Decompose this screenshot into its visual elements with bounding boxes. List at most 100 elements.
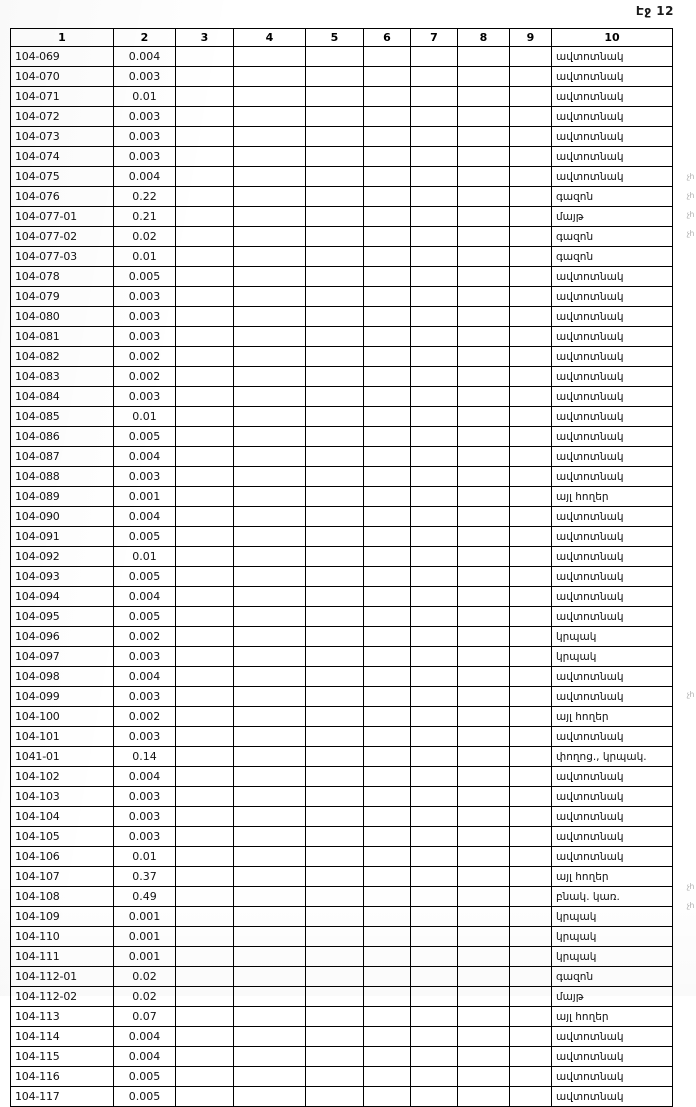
cell-empty-col9 — [509, 1006, 552, 1027]
cell-land-use-description: ավտոտնակ — [551, 726, 673, 747]
table-row: 104-097 0.003 կրպակ — [10, 646, 673, 667]
cell-empty-col9 — [509, 186, 552, 207]
cell-empty-col3 — [175, 786, 234, 807]
cell-empty-col5 — [305, 226, 364, 247]
cell-empty-col4 — [233, 966, 306, 987]
cell-parcel-code: 104-108 — [10, 886, 114, 907]
cell-area-value: 0.004 — [113, 666, 176, 687]
cell-parcel-code: 104-077-03 — [10, 246, 114, 267]
cell-empty-col6 — [363, 226, 411, 247]
cell-empty-col8 — [457, 146, 510, 167]
cell-empty-col4 — [233, 626, 306, 647]
cell-empty-col4 — [233, 846, 306, 867]
cell-empty-col8 — [457, 846, 510, 867]
cell-area-value: 0.003 — [113, 646, 176, 667]
cell-empty-col4 — [233, 526, 306, 547]
table-row: 104-085 0.01 ավտոտնակ — [10, 406, 673, 427]
cell-empty-col3 — [175, 366, 234, 387]
cell-empty-col4 — [233, 166, 306, 187]
cell-empty-col8 — [457, 1066, 510, 1087]
cell-parcel-code: 104-094 — [10, 586, 114, 607]
cell-parcel-code: 104-074 — [10, 146, 114, 167]
cell-empty-col3 — [175, 126, 234, 147]
cell-empty-col9 — [509, 206, 552, 227]
cell-empty-col5 — [305, 1006, 364, 1027]
cell-land-use-description: ավտոտնակ — [551, 446, 673, 467]
cell-empty-col4 — [233, 726, 306, 747]
cell-area-value: 0.003 — [113, 686, 176, 707]
cell-empty-col8 — [457, 646, 510, 667]
table-body: 104-069 0.004 ավտոտնակ 104-070 0.003 ավտոտնակ… — [10, 46, 673, 1107]
cell-parcel-code: 104-069 — [10, 46, 114, 67]
cell-area-value: 0.22 — [113, 186, 176, 207]
cell-empty-col9 — [509, 466, 552, 487]
cell-empty-col9 — [509, 506, 552, 527]
cell-parcel-code: 104-109 — [10, 906, 114, 927]
cell-parcel-code: 104-070 — [10, 66, 114, 87]
cell-empty-col8 — [457, 126, 510, 147]
cell-land-use-description: ավտոտնակ — [551, 266, 673, 287]
cell-empty-col8 — [457, 586, 510, 607]
cell-empty-col7 — [410, 946, 458, 967]
cell-empty-col4 — [233, 646, 306, 667]
cell-empty-col4 — [233, 406, 306, 427]
table-row: 104-098 0.004 ավտոտնակ — [10, 666, 673, 687]
cell-land-use-description: կրպակ — [551, 926, 673, 947]
cell-land-use-description: ավտոտնակ — [551, 426, 673, 447]
table-row: 104-103 0.003 ավտոտնակ — [10, 786, 673, 807]
cell-empty-col3 — [175, 606, 234, 627]
cell-parcel-code: 104-089 — [10, 486, 114, 507]
cell-empty-col4 — [233, 866, 306, 887]
cell-area-value: 0.01 — [113, 86, 176, 107]
cell-empty-col5 — [305, 66, 364, 87]
cell-empty-col6 — [363, 546, 411, 567]
cell-empty-col9 — [509, 1066, 552, 1087]
cell-empty-col8 — [457, 366, 510, 387]
cell-empty-col8 — [457, 1006, 510, 1027]
cell-empty-col3 — [175, 1086, 234, 1107]
cell-land-use-description: մայթ — [551, 986, 673, 1007]
cell-parcel-code: 104-106 — [10, 846, 114, 867]
cell-empty-col6 — [363, 1086, 411, 1107]
cell-area-value: 0.002 — [113, 626, 176, 647]
cell-empty-col9 — [509, 106, 552, 127]
cell-empty-col3 — [175, 506, 234, 527]
table-row: 104-069 0.004 ավտոտնակ — [10, 46, 673, 67]
cell-empty-col8 — [457, 166, 510, 187]
cell-empty-col9 — [509, 406, 552, 427]
cell-empty-col4 — [233, 506, 306, 527]
cell-area-value: 0.005 — [113, 606, 176, 627]
cell-empty-col7 — [410, 766, 458, 787]
cell-area-value: 0.01 — [113, 406, 176, 427]
cell-land-use-description: ավտոտնակ — [551, 806, 673, 827]
cell-empty-col5 — [305, 986, 364, 1007]
table-row: 104-113 0.07 այլ հողեր — [10, 1006, 673, 1027]
table-row: 104-077-03 0.01 գազոն — [10, 246, 673, 267]
cell-empty-col6 — [363, 146, 411, 167]
cell-empty-col4 — [233, 686, 306, 707]
cell-empty-col5 — [305, 946, 364, 967]
table-row: 104-079 0.003 ավտոտնակ — [10, 286, 673, 307]
cell-empty-col9 — [509, 746, 552, 767]
cell-land-use-description: կրպակ — [551, 946, 673, 967]
cell-parcel-code: 104-076 — [10, 186, 114, 207]
table-header-row: 1 2 3 4 5 6 7 8 9 10 — [10, 28, 673, 47]
table-row: 104-115 0.004 ավտոտնակ — [10, 1046, 673, 1067]
cell-empty-col3 — [175, 446, 234, 467]
cell-parcel-code: 104-081 — [10, 326, 114, 347]
cell-empty-col6 — [363, 566, 411, 587]
cell-empty-col3 — [175, 746, 234, 767]
column-header-4: 4 — [233, 28, 306, 47]
cell-empty-col8 — [457, 226, 510, 247]
cell-parcel-code: 104-107 — [10, 866, 114, 887]
cell-empty-col4 — [233, 106, 306, 127]
cell-empty-col5 — [305, 686, 364, 707]
cell-empty-col3 — [175, 326, 234, 347]
cell-empty-col9 — [509, 866, 552, 887]
cell-land-use-description: մայթ — [551, 206, 673, 227]
cell-empty-col9 — [509, 446, 552, 467]
cell-empty-col5 — [305, 586, 364, 607]
cell-empty-col6 — [363, 726, 411, 747]
cell-empty-col9 — [509, 166, 552, 187]
cell-land-use-description: ավտոտնակ — [551, 346, 673, 367]
